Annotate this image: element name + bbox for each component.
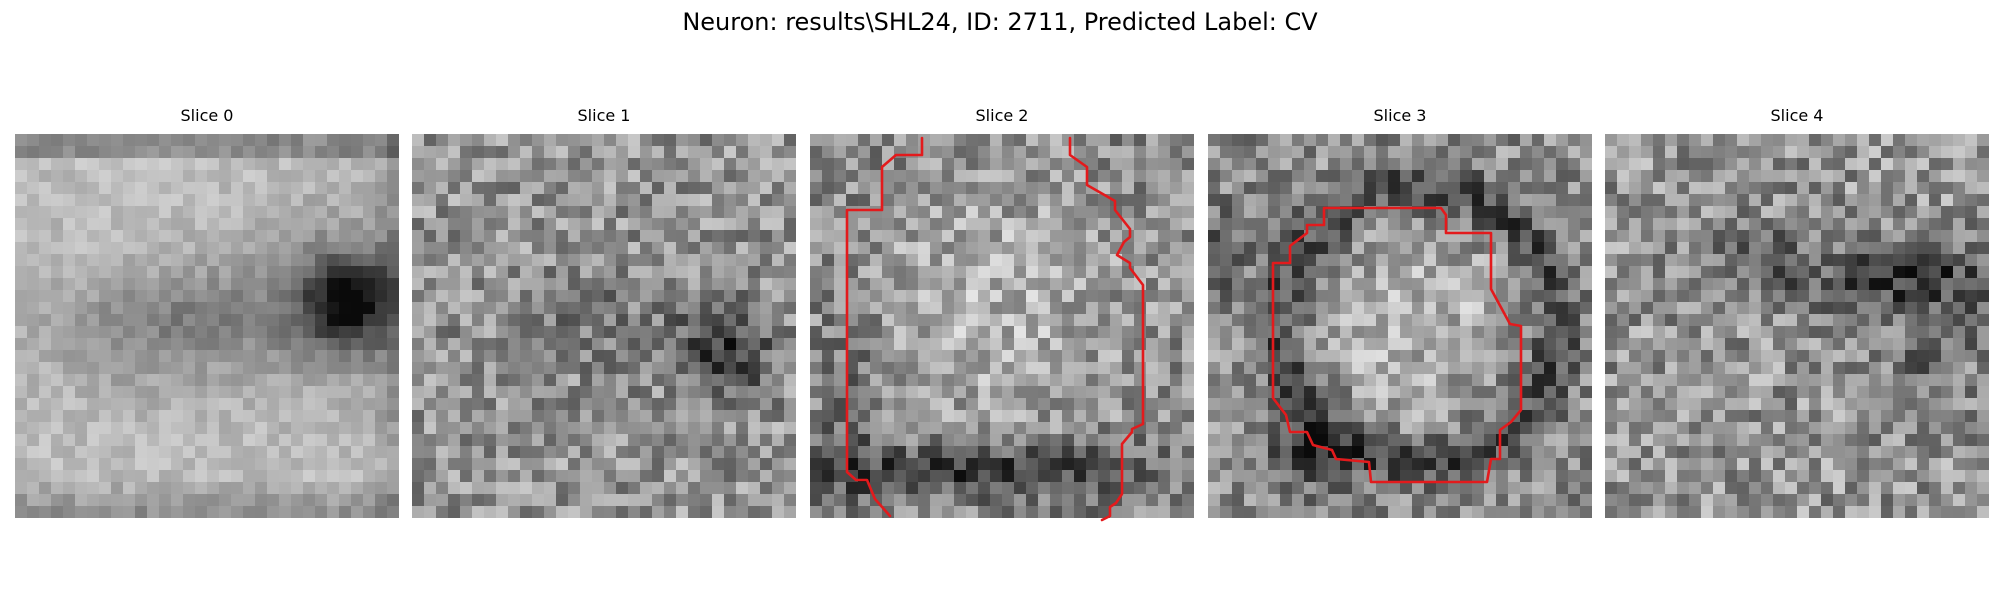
- slice-image-1: [412, 134, 796, 518]
- slice-image-2: [810, 134, 1194, 518]
- slice-title: Slice 3: [1373, 106, 1427, 125]
- slice-title: Slice 2: [975, 106, 1029, 125]
- slice-title: Slice 0: [180, 106, 234, 125]
- figure-title: Neuron: results\SHL24, ID: 2711, Predict…: [682, 8, 1318, 36]
- slice-panel-4: Slice 4: [1605, 106, 1989, 522]
- slice-panel-3: Slice 3: [1208, 106, 1592, 522]
- slice-panel-1: Slice 1: [412, 106, 796, 522]
- slice-panel-0: Slice 0: [15, 106, 399, 522]
- slice-title: Slice 4: [1770, 106, 1824, 125]
- slice-image-4: [1605, 134, 1989, 518]
- slice-title: Slice 1: [577, 106, 631, 125]
- slice-image-0: [15, 134, 399, 518]
- slice-image-3: [1208, 134, 1592, 518]
- slice-panel-2: Slice 2: [810, 106, 1194, 522]
